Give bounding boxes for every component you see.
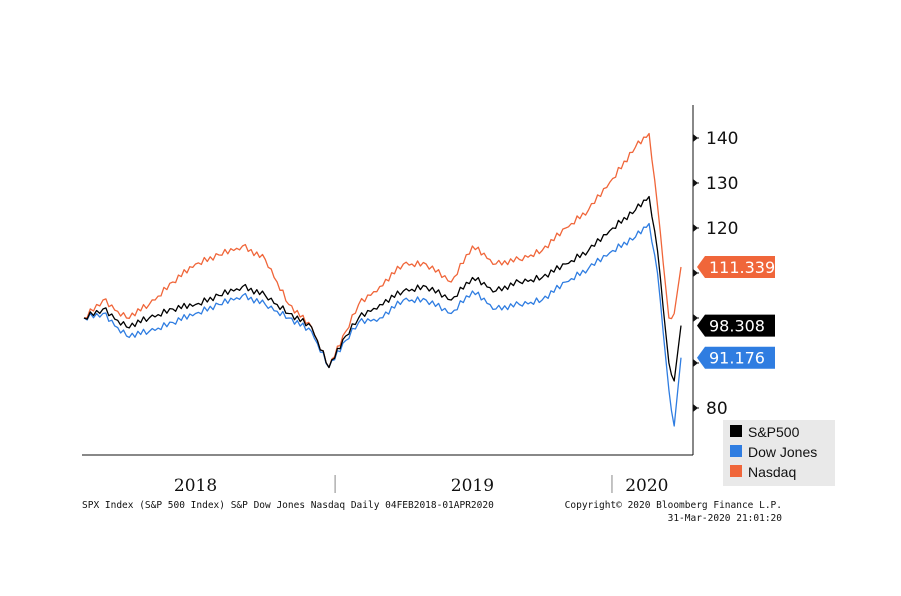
series-line-nasdaq [83,132,682,369]
y-tick-marker [693,269,698,277]
last-value-label: 91.176 [709,349,765,368]
y-tick-marker [693,179,698,187]
series-line-s-p500 [83,195,682,382]
y-tick-marker [693,404,698,412]
legend-swatch [730,465,742,477]
series-layer [83,132,682,427]
footer-copyright: Copyright© 2020 Bloomberg Finance L.P. [565,500,782,511]
x-year-label: 2018 [174,476,217,496]
legend-swatch [730,425,742,437]
y-axis: 80 120 130 140 [692,105,738,455]
legend-label: S&P500 [748,424,800,440]
x-year-label: 2020 [625,476,668,496]
y-tick-label: 130 [706,174,738,194]
legend: S&P500 Dow Jones Nasdaq [723,420,835,486]
series-line-dow-jones [83,222,682,427]
legend-label: Dow Jones [748,444,817,460]
x-year-label: 2019 [451,476,494,496]
y-tick-label: 140 [706,129,738,149]
y-tick-marker [693,134,698,142]
footer-left: SPX Index (S&P 500 Index) S&P Dow Jones … [82,500,494,511]
last-value-badge [697,346,775,369]
y-tick-marker [693,359,698,367]
y-tick-marker [693,314,698,322]
y-tick-label: 80 [706,399,728,419]
y-tick-marker [693,224,698,232]
legend-swatch [730,445,742,457]
last-value-badges: 98.308 91.176 111.339 [697,255,775,369]
last-value-badge [697,255,775,278]
legend-label: Nasdaq [748,464,796,480]
footer-timestamp: 31-Mar-2020 21:01:20 [668,513,783,524]
last-value-label: 111.339 [709,258,775,277]
last-value-badge [697,314,775,337]
x-axis: 2018 2019 2020 [82,454,693,496]
y-tick-label: 120 [706,219,738,239]
last-value-label: 98.308 [709,317,765,336]
